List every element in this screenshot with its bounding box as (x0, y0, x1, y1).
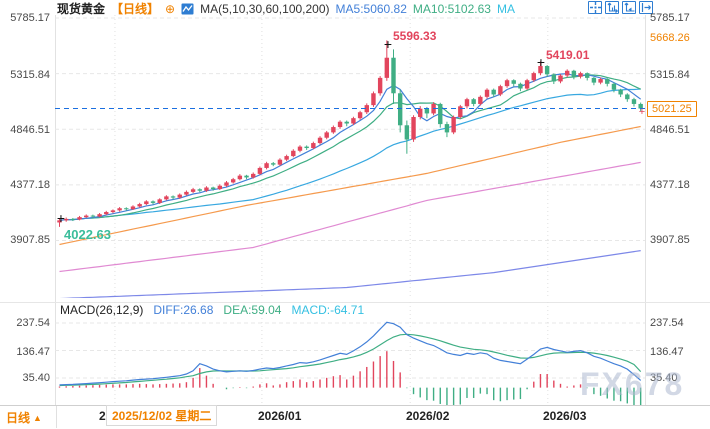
diff-value: DIFF:26.68 (153, 303, 214, 317)
ma5-value: MA5:5060.82 (335, 1, 407, 16)
symbol-name: 现货黄金 (57, 2, 106, 16)
session-high-label: 5668.26 (650, 32, 690, 44)
chevron-up-icon: ▲ (33, 412, 42, 423)
last-price-badge: 5021.25 (647, 101, 697, 117)
y-axis-label: 4846.51 (10, 124, 50, 136)
crosshair-icon[interactable] (588, 1, 602, 14)
time-axis-border (0, 405, 710, 406)
macd-axis-label: 136.47 (16, 346, 50, 358)
x-axis-tick: 2026/03 (543, 409, 587, 423)
low-annotation: 4022.63 (64, 227, 111, 242)
ma-params-label: MA(5,10,30,60,100,200) (200, 1, 330, 16)
y-axis-label: 4377.18 (10, 179, 50, 191)
y-axis-label: 5785.17 (10, 12, 50, 24)
chart-header: 现货黄金 【日线】 ⊕ MA(5,10,30,60,100,200) MA5:5… (57, 0, 515, 17)
period-selector[interactable]: 日线 ▲ (6, 409, 42, 426)
macd-header: MACD(26,12,9) DIFF:26.68 DEA:59.04 MACD:… (60, 303, 364, 317)
plot-right-border (645, 15, 646, 405)
macd-axis-label: 237.54 (16, 317, 50, 329)
chart-toolbar (588, 1, 653, 14)
price-chart-canvas[interactable] (55, 15, 645, 298)
macd-axis-label: 237.54 (650, 317, 684, 329)
period-tag: 【日线】 (111, 2, 160, 16)
macd-axis-label: 136.47 (650, 346, 684, 358)
macd-axis-label: 35.40 (650, 372, 678, 384)
y-axis-label: 4846.51 (650, 124, 690, 136)
macd-axis-label: 35.40 (22, 372, 50, 384)
macd-chart-canvas[interactable] (55, 302, 645, 405)
y-axis-label: 3907.85 (650, 234, 690, 246)
panel-divider (0, 302, 710, 303)
expand-circle-icon[interactable]: ⊕ (165, 1, 176, 16)
bottom-bar-divider (56, 406, 57, 428)
axis-zoom-icon[interactable] (605, 1, 619, 14)
high-annotation: 5419.01 (546, 48, 590, 62)
high-annotation: 5596.33 (393, 29, 437, 43)
watermark: FX678 (580, 366, 685, 402)
macd-value: MACD:-64.71 (291, 303, 365, 317)
plot-left-border (55, 15, 56, 405)
y-axis-label: 5315.84 (650, 69, 690, 81)
ma10-value: MA10:5102.63 (412, 1, 491, 16)
axis-pan-icon[interactable] (622, 1, 636, 14)
hovered-date-tooltip: 2025/12/02 星期二 (106, 405, 218, 426)
go-to-latest-icon[interactable] (639, 1, 653, 14)
x-axis-tick: 2026/02 (406, 409, 450, 423)
dea-value: DEA:59.04 (223, 303, 282, 317)
period-label: 日线 (6, 411, 31, 425)
y-axis-label: 5315.84 (10, 69, 50, 81)
macd-params-label: MACD(26,12,9) (60, 303, 144, 317)
y-axis-label: 5785.17 (650, 12, 690, 24)
y-axis-label: 4377.18 (650, 179, 690, 191)
chart-type-icon[interactable] (181, 3, 194, 15)
x-axis-tick: 2026/01 (258, 409, 302, 423)
y-axis-label: 3907.85 (10, 234, 50, 246)
ma-more-value: MA (496, 1, 515, 16)
